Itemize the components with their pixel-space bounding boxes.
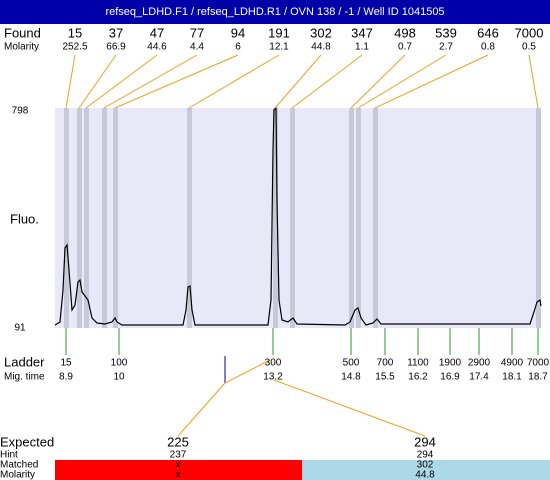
found-connector: [291, 54, 363, 109]
molarity-value: 66.9: [106, 42, 126, 53]
title: refseq_LDHD.F1 / refseq_LDHD.R1 / OVN 13…: [105, 6, 444, 18]
peak-band: [290, 108, 295, 328]
mig-time: 13.2: [263, 372, 283, 383]
mig-time: 15.5: [375, 372, 395, 383]
expected-label: Expected: [0, 434, 54, 449]
expected-value: 225: [167, 434, 189, 449]
peak-band: [102, 108, 107, 328]
expected-value: 294: [414, 434, 436, 449]
found-size: 498: [394, 25, 416, 40]
match-molarity-label: Molarity: [0, 470, 35, 480]
found-connector: [357, 54, 447, 109]
y-min: 91: [14, 323, 26, 334]
found-connector: [528, 54, 539, 109]
molarity-value: 1.1: [355, 42, 369, 53]
found-connector: [78, 54, 117, 109]
ladder-size: 7000: [527, 358, 550, 369]
hint-value: 294: [417, 450, 434, 461]
peak-band: [273, 108, 278, 328]
molarity-value: 0.8: [481, 42, 495, 53]
ladder-size: 100: [111, 358, 128, 369]
ladder-size: 300: [265, 358, 282, 369]
molarity-value: 0.5: [522, 42, 536, 53]
molarity-value: 4.4: [190, 42, 204, 53]
ladder-size: 500: [343, 358, 360, 369]
ladder-size: 1900: [439, 358, 462, 369]
match-molarity-value: x: [176, 470, 181, 480]
found-size: 7000: [515, 25, 544, 40]
found-connector: [103, 54, 198, 109]
found-connector: [274, 54, 322, 109]
mig-time: 18.7: [528, 372, 548, 383]
matched-bar: [302, 460, 550, 480]
molarity-value: 0.7: [398, 42, 412, 53]
molarity-value: 12.1: [269, 42, 289, 53]
found-size: 77: [190, 25, 204, 40]
found-size: 539: [435, 25, 457, 40]
found-connector: [85, 54, 158, 109]
molarity-value: 44.6: [147, 42, 167, 53]
peak-band: [536, 108, 541, 328]
mig-time: 14.8: [341, 372, 361, 383]
mig-time: 17.4: [469, 372, 489, 383]
found-size: 191: [268, 25, 290, 40]
ladder-size: 2900: [468, 358, 491, 369]
trace: [54, 106, 542, 326]
matched-label: Matched: [0, 460, 38, 471]
found-connector: [350, 54, 406, 109]
molarity-value: 6: [235, 42, 241, 53]
y-max: 798: [12, 106, 29, 117]
y-label: Fluo.: [10, 211, 39, 226]
mig-time: 16.9: [440, 372, 460, 383]
peak-band: [356, 108, 361, 328]
mig-time-label: Mig. time: [4, 372, 45, 383]
matched-value: 302: [417, 460, 434, 471]
found-size: 15: [68, 25, 82, 40]
ladder-size: 700: [377, 358, 394, 369]
peak-band: [349, 108, 354, 328]
connector: [273, 379, 426, 437]
found-connector: [65, 54, 76, 109]
found-connector: [188, 54, 280, 109]
ladder-size: 15: [60, 358, 72, 369]
molarity-value: 2.7: [439, 42, 453, 53]
plot-area: [55, 108, 541, 328]
found-connector: [114, 54, 239, 109]
matched-value: x: [176, 460, 181, 471]
title-bar: [0, 0, 550, 24]
found-size: 302: [310, 25, 332, 40]
peak-band: [77, 108, 82, 328]
found-size: 47: [150, 25, 164, 40]
molarity-value: 252.5: [62, 42, 87, 53]
mig-time: 8.9: [59, 372, 73, 383]
peak-band: [187, 108, 192, 328]
ladder-size: 4900: [501, 358, 524, 369]
found-size: 94: [231, 25, 245, 40]
mig-time: 16.2: [408, 372, 428, 383]
mig-time: 10: [113, 372, 125, 383]
connector: [177, 382, 226, 437]
molarity-value: 44.8: [311, 42, 331, 53]
peak-band: [373, 108, 378, 328]
found-size: 347: [351, 25, 373, 40]
hint-label: Hint: [0, 450, 18, 461]
hint-value: 237: [170, 450, 187, 461]
found-size: 37: [109, 25, 123, 40]
matched-bar: [55, 460, 302, 480]
match-molarity-value: 44.8: [415, 470, 435, 480]
peak-band: [84, 108, 89, 328]
connector: [224, 359, 271, 384]
found-size: 646: [477, 25, 499, 40]
found-label: Found: [4, 25, 41, 40]
ladder-size: 1100: [407, 358, 429, 369]
peak-band: [64, 108, 69, 328]
molarity-label: Molarity: [4, 42, 39, 53]
ladder-label: Ladder: [4, 354, 45, 369]
mig-time: 18.1: [502, 372, 522, 383]
found-connector: [374, 54, 489, 109]
peak-band: [113, 108, 118, 328]
